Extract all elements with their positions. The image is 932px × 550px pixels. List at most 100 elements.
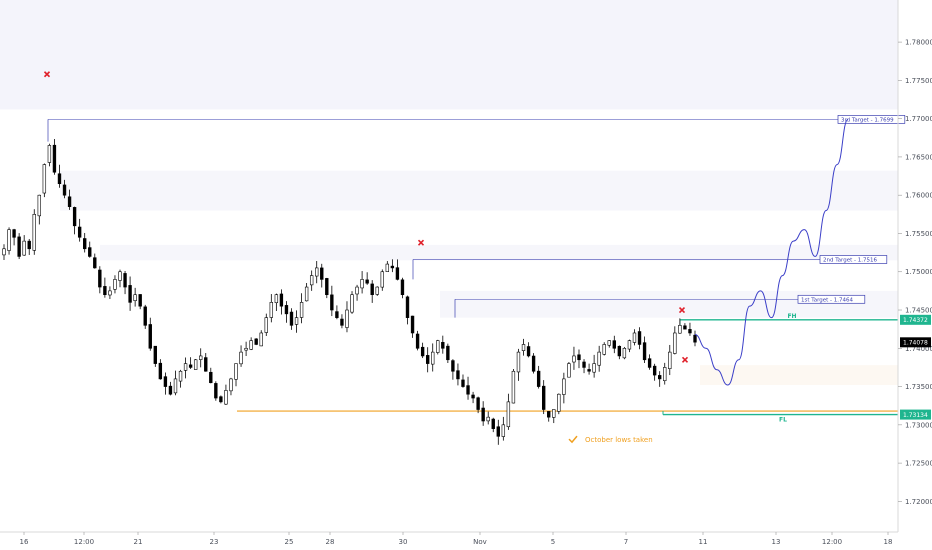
supply-zones [0, 0, 898, 386]
candle [17, 236, 21, 257]
candle [446, 345, 450, 361]
candle [299, 302, 304, 318]
candle [466, 385, 470, 395]
candle [214, 383, 218, 399]
y-tick-label: 1.72500 [905, 460, 932, 468]
candle [562, 378, 566, 395]
candle [370, 283, 374, 296]
candle [390, 265, 395, 269]
x-tick-label: 18 [884, 538, 893, 546]
x-tick-label: 13 [772, 538, 781, 546]
y-tick-label: 1.74500 [905, 307, 932, 315]
candle [572, 355, 576, 363]
fl-price-tag-box [900, 409, 931, 420]
x-tick-label: 11 [699, 538, 708, 546]
candle [279, 293, 284, 307]
candle [491, 418, 495, 429]
candle [304, 286, 309, 302]
candle [506, 401, 511, 428]
candle [627, 340, 632, 350]
last-price-tag-box [900, 337, 931, 348]
candle [113, 279, 117, 290]
candle [269, 302, 274, 318]
candle [516, 351, 521, 373]
candle [83, 238, 87, 250]
zone-band [440, 290, 898, 318]
candle [526, 346, 531, 357]
x-tick-label: 25 [285, 538, 294, 546]
x-tick-label: 16 [20, 538, 29, 546]
candle [521, 344, 526, 351]
candle [148, 324, 152, 349]
candle [486, 416, 490, 422]
annotation-text: October lows taken [585, 436, 653, 444]
candle [289, 311, 294, 326]
level-lines: 3rd Target - 1.7699 2nd Target - 1.7516 1s… [47, 115, 906, 424]
candlestick-series [2, 139, 697, 445]
y-tick-label: 1.77000 [905, 115, 932, 123]
x-tick-label: 12:00 [74, 538, 94, 546]
candle [183, 363, 188, 371]
target-label-box [797, 294, 866, 304]
candle [188, 364, 193, 368]
candle [360, 279, 364, 289]
candle [456, 370, 460, 380]
x-marker [681, 356, 689, 363]
candle [2, 248, 6, 256]
candle [481, 407, 485, 422]
candle [410, 315, 415, 334]
x-marker [417, 239, 425, 246]
x-tick-label: 12:00 [822, 538, 842, 546]
candle [229, 378, 233, 392]
candle [249, 340, 253, 350]
candle [496, 426, 500, 437]
candle [178, 370, 183, 382]
candle [103, 286, 107, 296]
candle [415, 333, 420, 349]
candle [652, 365, 657, 376]
fl-label: FL [779, 417, 787, 424]
y-tick-label: 1.75000 [905, 268, 932, 276]
candle [284, 305, 289, 315]
candle [315, 267, 319, 277]
candle [471, 394, 475, 399]
candle [380, 271, 384, 288]
candle [219, 396, 223, 403]
candle [153, 345, 158, 364]
candle [12, 229, 16, 238]
candle [536, 370, 541, 387]
candle [405, 296, 410, 318]
candle [350, 294, 354, 313]
candle [395, 267, 400, 280]
candle [7, 229, 11, 251]
candle [688, 329, 692, 334]
x-tick-label: 23 [210, 538, 219, 546]
candle [557, 393, 561, 412]
candle [224, 390, 228, 405]
candle [375, 286, 379, 295]
candle [239, 351, 243, 365]
candle [436, 340, 440, 353]
candle [683, 325, 687, 330]
candle [143, 306, 147, 326]
zone-band [0, 0, 898, 110]
y-tick-label: 1.77500 [905, 77, 932, 85]
candle [663, 367, 667, 382]
markers: October lows taken [43, 71, 689, 444]
x-tick-label: 7 [624, 538, 628, 546]
candle [209, 371, 213, 384]
candle [420, 346, 425, 357]
zone-band [60, 170, 898, 211]
candle [77, 226, 82, 238]
y-tick-label: 1.73000 [905, 421, 932, 429]
candle [173, 378, 178, 394]
candle [108, 290, 112, 296]
x-tick-label: 28 [326, 538, 335, 546]
candle [587, 369, 591, 372]
projection-curve [694, 118, 849, 386]
target-label: 2nd Target - 1.7516 [823, 258, 877, 264]
candle [294, 317, 299, 325]
x-tick-label: 30 [399, 538, 408, 546]
